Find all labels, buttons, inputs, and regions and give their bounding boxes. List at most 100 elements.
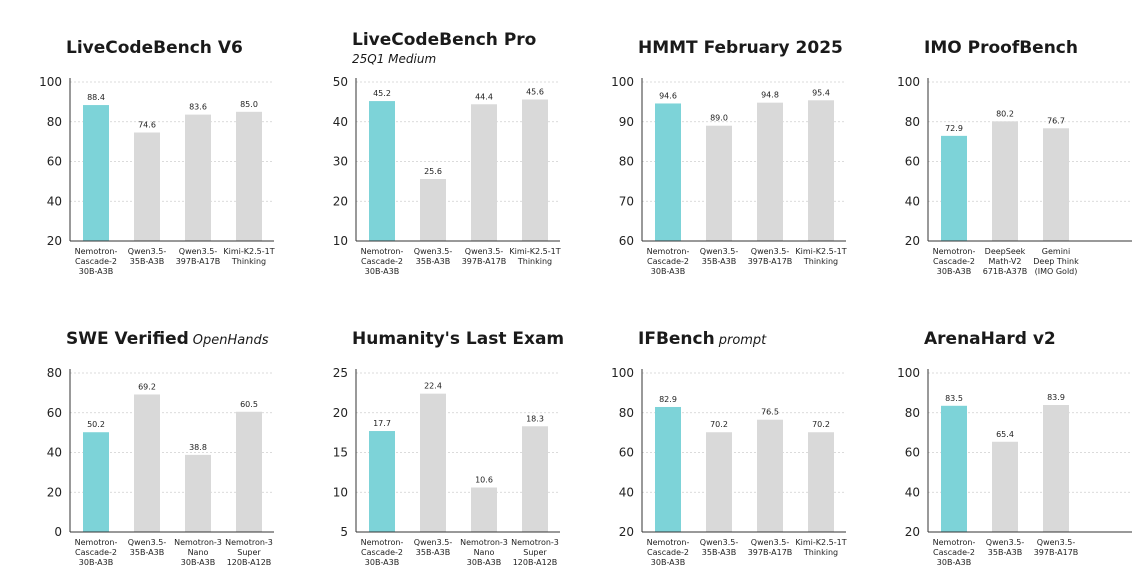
bar [655, 103, 681, 241]
bar [706, 125, 732, 241]
chart-subtitle: OpenHands [192, 333, 269, 348]
data-label: 44.4 [475, 92, 493, 101]
y-tick-label: 80 [619, 406, 634, 420]
y-tick-label: 10 [333, 234, 348, 248]
data-label: 83.9 [1047, 393, 1065, 402]
bar [420, 393, 446, 532]
data-label: 89.0 [710, 114, 728, 123]
category-label: Nemotron-Cascade-2 30B-A3B [933, 247, 976, 276]
bar-chart-svg: 0 20 40 60 80 50.2 Nemotron-Cascade-2 30B-A3B 69… [47, 366, 274, 567]
category-label: Nemotron-Cascade-2 30B-A3B [361, 247, 404, 276]
y-tick-label: 40 [905, 485, 920, 499]
bar [706, 432, 732, 532]
y-tick-label: 40 [47, 446, 62, 460]
bar [522, 99, 548, 242]
data-label: 25.6 [424, 167, 442, 176]
category-label: Nemotron-Cascade-2 30B-A3B [647, 538, 690, 567]
y-tick-label: 60 [47, 406, 62, 420]
y-tick-label: 10 [333, 485, 348, 499]
chart-panel-5: SWE Verified OpenHands 0 20 40 60 80 50.2 Nemotr… [0, 291, 286, 582]
category-label: DeepSeek Math-V2 671B-A37B [983, 247, 1028, 276]
y-tick-label: 40 [619, 485, 634, 499]
bar [369, 101, 395, 241]
bar [236, 411, 262, 532]
bar-chart-svg: 20 40 60 80 100 72.9 Nemotron-Cascade-2 30B-A3B… [897, 75, 1132, 276]
data-label: 95.4 [812, 88, 830, 97]
y-tick-label: 20 [333, 194, 348, 208]
y-tick-label: 100 [897, 75, 920, 89]
chart-panel-6: Humanity's Last Exam 5 10 15 20 25 17.7 Nemotro… [286, 291, 572, 582]
data-label: 17.7 [373, 419, 391, 428]
data-label: 80.2 [996, 109, 1014, 118]
category-label: Nemotron-Cascade-2 30B-A3B [75, 538, 118, 567]
chart-subtitle: 25Q1 Medium [352, 52, 437, 66]
chart-title: SWE Verified OpenHands [66, 329, 269, 349]
category-label: Gemini Deep Think (IMO Gold) [1033, 247, 1079, 276]
category-label: Qwen3.5-35B-A3B [128, 247, 167, 266]
chart-panel-3: HMMT February 2025 60 70 80 90 100 94.6 Nemotro… [572, 0, 858, 291]
chart-title: IMO ProofBench [924, 38, 1078, 58]
y-tick-label: 50 [333, 75, 348, 89]
chart-title-text: IFBench [638, 329, 715, 349]
y-tick-label: 20 [905, 525, 920, 539]
bar [941, 405, 967, 532]
bar [1043, 404, 1069, 532]
category-label: Qwen3.5-35B-A3B [128, 538, 167, 557]
y-tick-label: 80 [47, 366, 62, 380]
y-tick-label: 80 [905, 115, 920, 129]
y-tick-label: 40 [333, 115, 348, 129]
data-label: 72.9 [945, 124, 963, 133]
y-tick-label: 60 [619, 446, 634, 460]
category-label: Nemotron-3 Super 120B-A12B [225, 538, 273, 567]
data-label: 74.6 [138, 120, 156, 129]
bar-chart-svg: 10 20 30 40 50 45.2 Nemotron-Cascade-2 30B-A3B 2… [333, 75, 561, 276]
data-label: 22.4 [424, 382, 442, 391]
data-label: 70.2 [812, 420, 830, 429]
y-tick-label: 15 [333, 446, 348, 460]
chart-title-text: SWE Verified [66, 329, 189, 349]
y-tick-label: 60 [619, 234, 634, 248]
bar [369, 431, 395, 532]
data-label: 83.5 [945, 394, 963, 403]
category-label: Qwen3.5-35B-A3B [986, 538, 1025, 557]
category-label: Nemotron-3 Super 120B-A12B [511, 538, 559, 567]
bar [83, 105, 109, 242]
y-tick-label: 30 [333, 155, 348, 169]
y-tick-label: 100 [611, 366, 634, 380]
data-label: 45.6 [526, 87, 544, 96]
bar [655, 406, 681, 532]
chart-title-text: Humanity's Last Exam [352, 329, 565, 349]
chart-panel-7: IFBench prompt 20 40 60 80 100 82.9 Nemotron-Cas… [572, 291, 858, 582]
data-label: 10.6 [475, 475, 493, 484]
y-tick-label: 100 [39, 75, 62, 89]
category-label: Qwen3.5-35B-A3B [700, 538, 739, 557]
y-tick-label: 20 [47, 485, 62, 499]
chart-title: ArenaHard v2 [924, 329, 1056, 349]
data-label: 69.2 [138, 382, 156, 391]
chart-title-text: LiveCodeBench Pro [352, 30, 537, 50]
category-label: Kimi-K2.5-1T Thinking [795, 538, 846, 557]
chart-title-text: LiveCodeBench V6 [66, 38, 243, 58]
bar [941, 135, 967, 241]
chart-subtitle: prompt [718, 333, 767, 348]
data-label: 88.4 [87, 93, 105, 102]
bar [992, 121, 1018, 241]
bar [134, 132, 160, 241]
category-label: Qwen3.5-35B-A3B [700, 247, 739, 266]
category-label: Kimi-K2.5-1T Thinking [795, 247, 846, 266]
chart-title: IFBench prompt [638, 329, 766, 349]
chart-panel-8: ArenaHard v2 20 40 60 80 100 83.5 Nemotron-Casc… [858, 291, 1144, 582]
chart-title: Humanity's Last Exam [352, 329, 564, 349]
category-label: Qwen3.5-35B-A3B [414, 538, 453, 557]
y-tick-label: 60 [47, 155, 62, 169]
data-label: 85.0 [240, 100, 258, 109]
bar [420, 178, 446, 241]
category-label: Nemotron-Cascade-2 30B-A3B [647, 247, 690, 276]
y-tick-label: 60 [905, 155, 920, 169]
y-tick-label: 80 [905, 406, 920, 420]
data-label: 94.6 [659, 91, 677, 100]
y-tick-label: 100 [611, 75, 634, 89]
data-label: 94.8 [761, 91, 779, 100]
chart-title-text: ArenaHard v2 [924, 329, 1056, 349]
